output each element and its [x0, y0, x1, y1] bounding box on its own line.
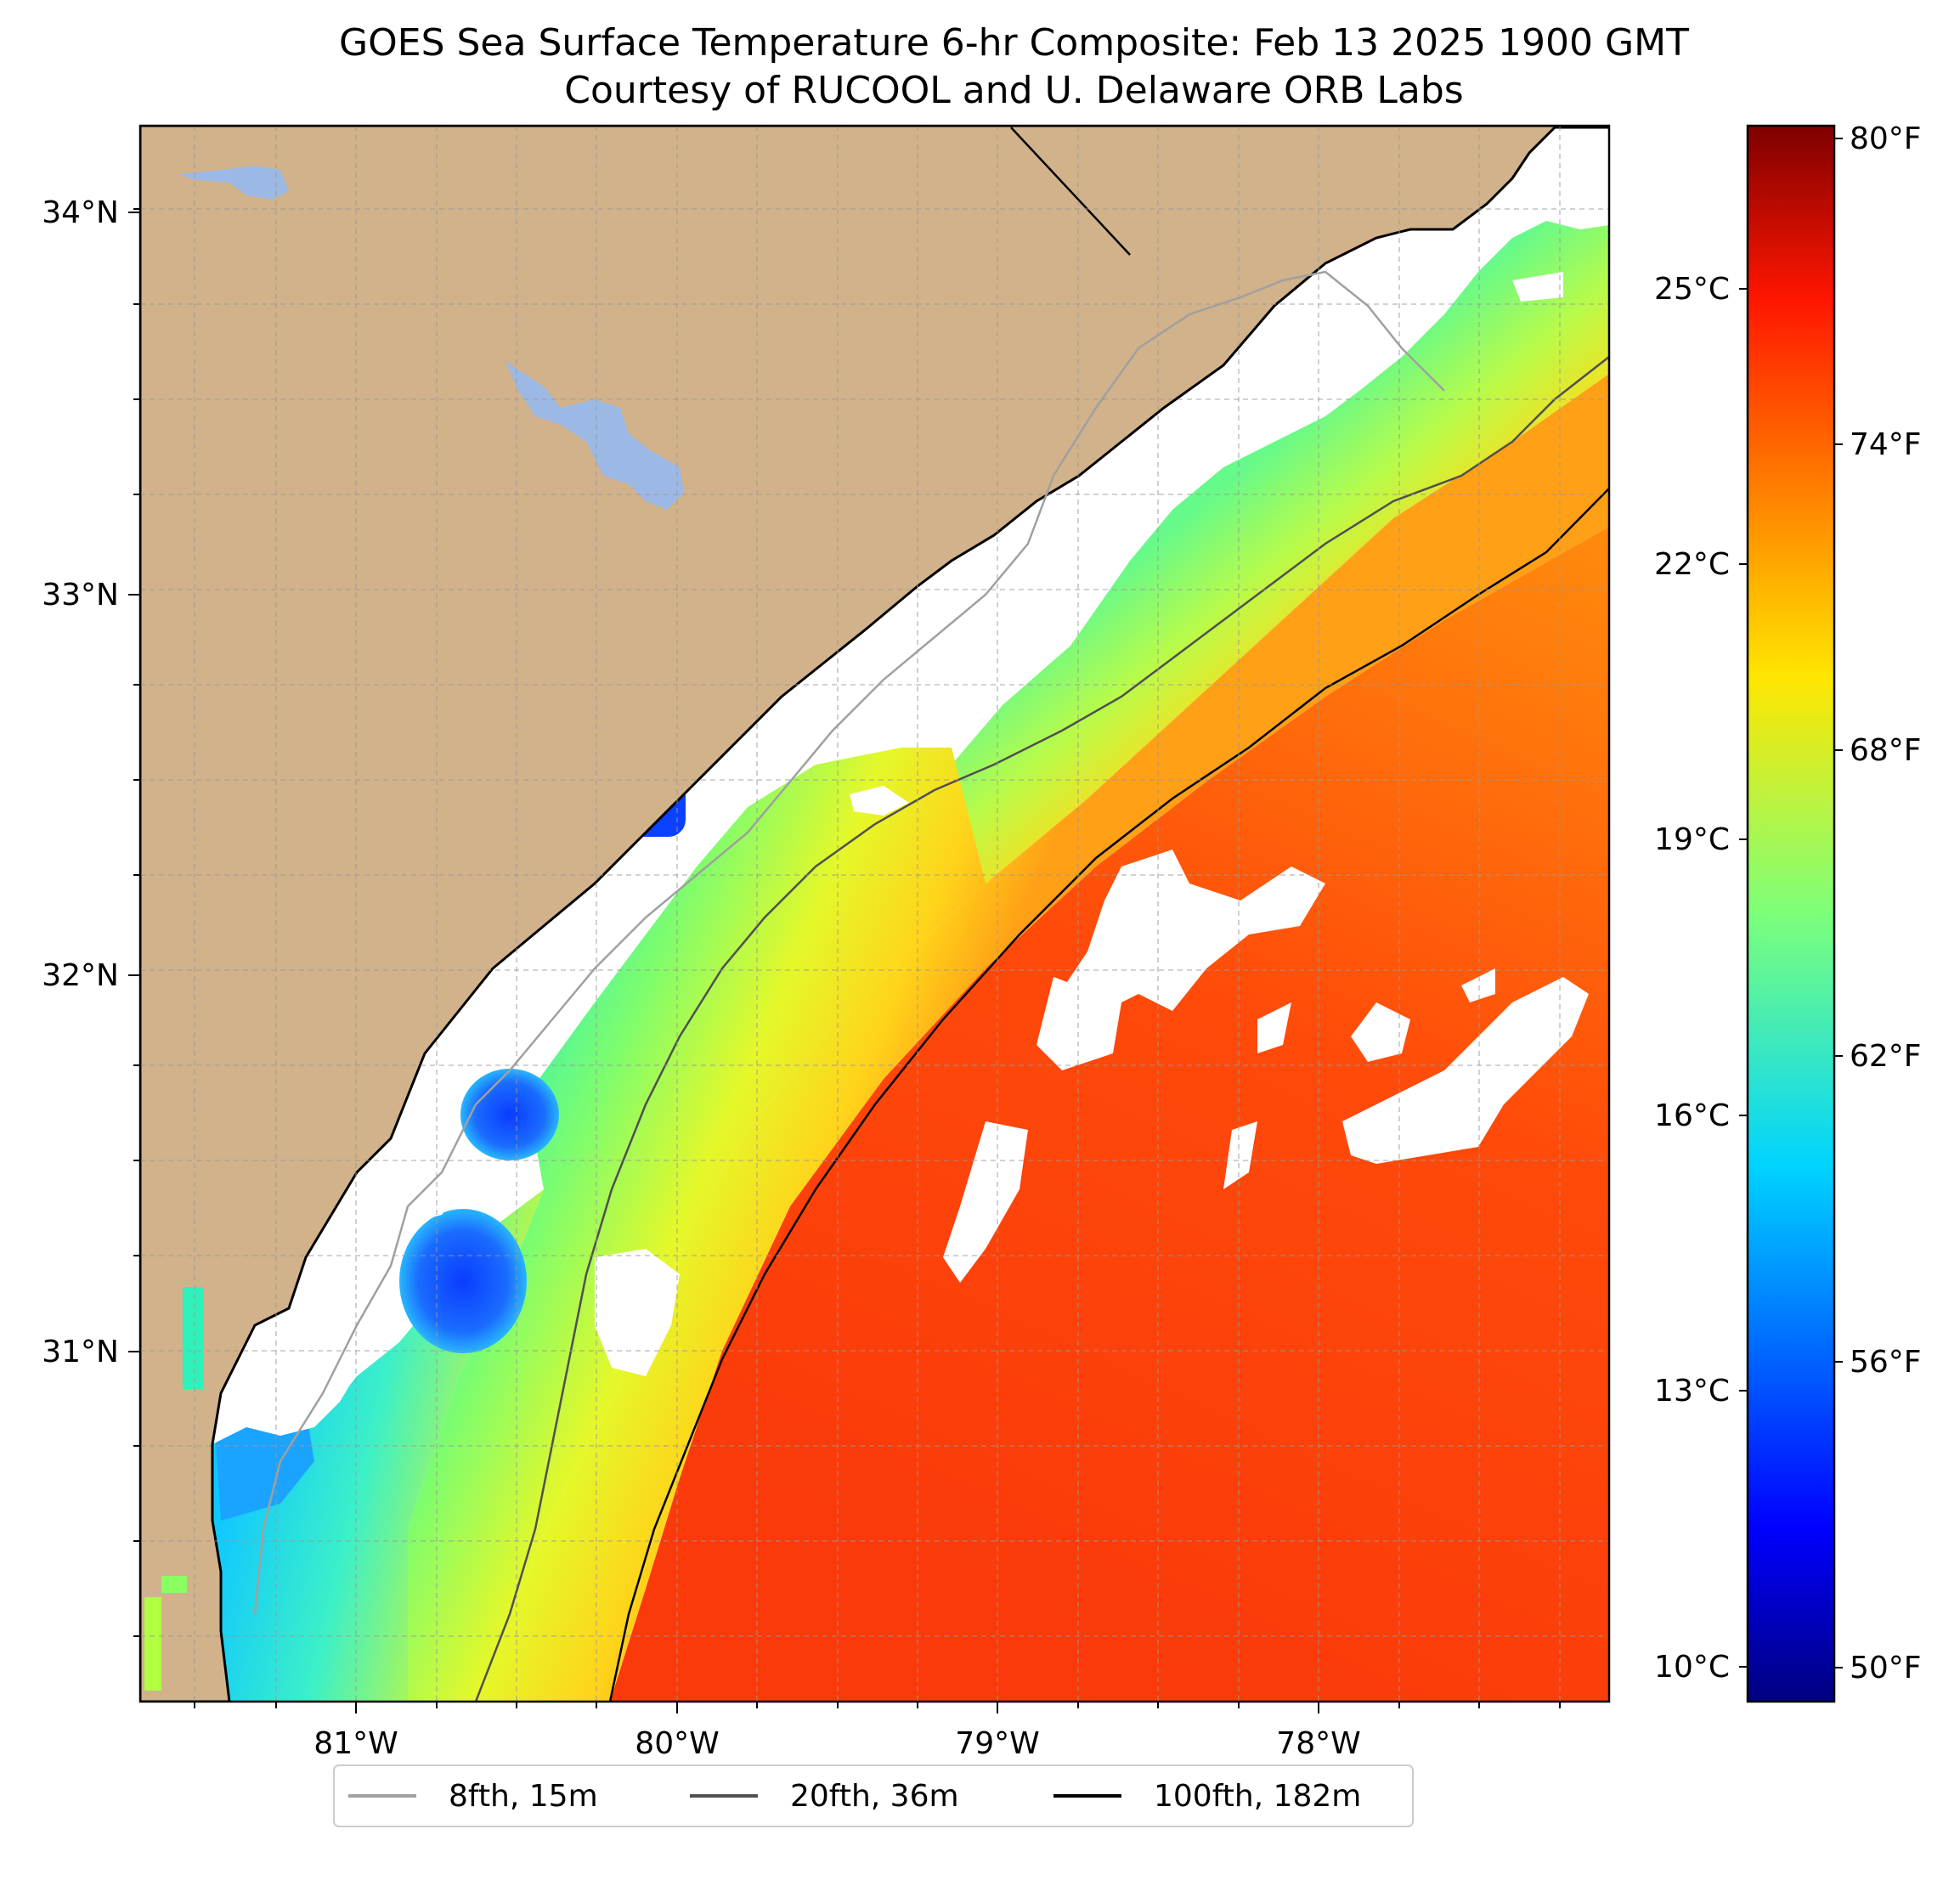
lat-tick-label: 34°N	[42, 195, 119, 230]
cloud-gap-7	[1257, 1002, 1291, 1053]
colorbar-fahrenheit-label: 74°F	[1850, 427, 1922, 462]
map-subtitle: Courtesy of RUCOOL and U. Delaware ORB L…	[564, 69, 1464, 112]
lon-tick-label: 80°W	[635, 1726, 719, 1761]
sst-coastal-pixels-3	[161, 1576, 187, 1593]
lake-marion-moultrie	[506, 361, 684, 510]
lat-tick-label: 32°N	[42, 958, 119, 993]
cloud-gap-1	[1053, 850, 1325, 1045]
colorbar: 25°C 22°C 19°C 16°C 13°C 10°C 80°F 74°F …	[1654, 121, 1922, 1703]
cloud-gap-4	[1351, 1002, 1410, 1062]
colorbar-celsius-label: 10°C	[1654, 1650, 1730, 1685]
nearshore-gap-1	[595, 1249, 680, 1376]
colorbar-celsius-label: 22°C	[1654, 547, 1730, 582]
lake-north	[178, 166, 289, 200]
lon-tick-label: 78°W	[1276, 1726, 1360, 1761]
nearshore-no-data	[212, 200, 1495, 1444]
legend-label-100fth: 100fth, 182m	[1154, 1779, 1361, 1814]
lat-ticks	[128, 208, 140, 1637]
map-frame	[138, 124, 1611, 1703]
colorbar-celsius-label: 19°C	[1654, 822, 1730, 857]
lat-gridlines	[140, 208, 1609, 1637]
colorbar-celsius-label: 16°C	[1654, 1098, 1730, 1133]
lon-tick-label: 79°W	[955, 1726, 1039, 1761]
contour-20fth	[474, 356, 1609, 1702]
map-panel[interactable]	[140, 126, 1609, 1702]
colorbar-fahrenheit-label: 56°F	[1850, 1345, 1922, 1380]
sst-mid-shelf	[408, 748, 986, 1702]
cloud-gap-5	[1342, 977, 1589, 1164]
colorbar-fahrenheit-label: 50°F	[1850, 1651, 1922, 1685]
lat-tick-label: 33°N	[42, 578, 119, 613]
sst-coastal-pixels-2	[144, 1597, 161, 1691]
nearshore-gap-3	[850, 786, 909, 816]
colorbar-celsius-label: 25°C	[1654, 272, 1730, 307]
cloud-gap-3	[943, 1121, 1028, 1283]
nearshore-gap-4	[1512, 272, 1563, 302]
land-mass	[140, 126, 1609, 1702]
map-title: GOES Sea Surface Temperature 6-hr Compos…	[339, 21, 1689, 65]
colorbar-fahrenheit-label: 62°F	[1850, 1039, 1922, 1074]
colorbar-fahrenheit-label: 68°F	[1850, 733, 1922, 768]
sst-cold-patch-georgia-2	[399, 1209, 527, 1353]
lon-ticks	[194, 1702, 1561, 1713]
sst-shelf-band	[476, 374, 1609, 1702]
legend-box	[333, 1764, 1414, 1827]
sst-coastal-pixels-1	[183, 1287, 204, 1389]
cloud-gap-8	[1461, 968, 1495, 1002]
contour-legend: 8fth, 15m 20fth, 36m 100fth, 182m	[333, 1764, 1414, 1827]
lon-tick-label: 81°W	[313, 1726, 398, 1761]
cloud-gap-2	[1036, 977, 1121, 1070]
colorbar-fahrenheit-label: 80°F	[1850, 121, 1922, 156]
contour-100fth	[608, 488, 1609, 1702]
sst-offshore-warm	[610, 527, 1609, 1702]
lon-gridlines	[194, 126, 1561, 1702]
legend-label-20fth: 20fth, 36m	[790, 1779, 959, 1814]
sst-cold-patch-georgia-1	[460, 1069, 559, 1160]
lat-tick-label: 31°N	[42, 1335, 119, 1369]
state-border	[1010, 127, 1131, 256]
colorbar-celsius-label: 13°C	[1654, 1374, 1730, 1409]
nearshore-gap-2	[952, 671, 1003, 714]
legend-label-8fth: 8fth, 15m	[449, 1779, 598, 1814]
colorbar-gradient	[1746, 124, 1836, 1703]
cloud-gap-6	[1223, 1121, 1257, 1189]
